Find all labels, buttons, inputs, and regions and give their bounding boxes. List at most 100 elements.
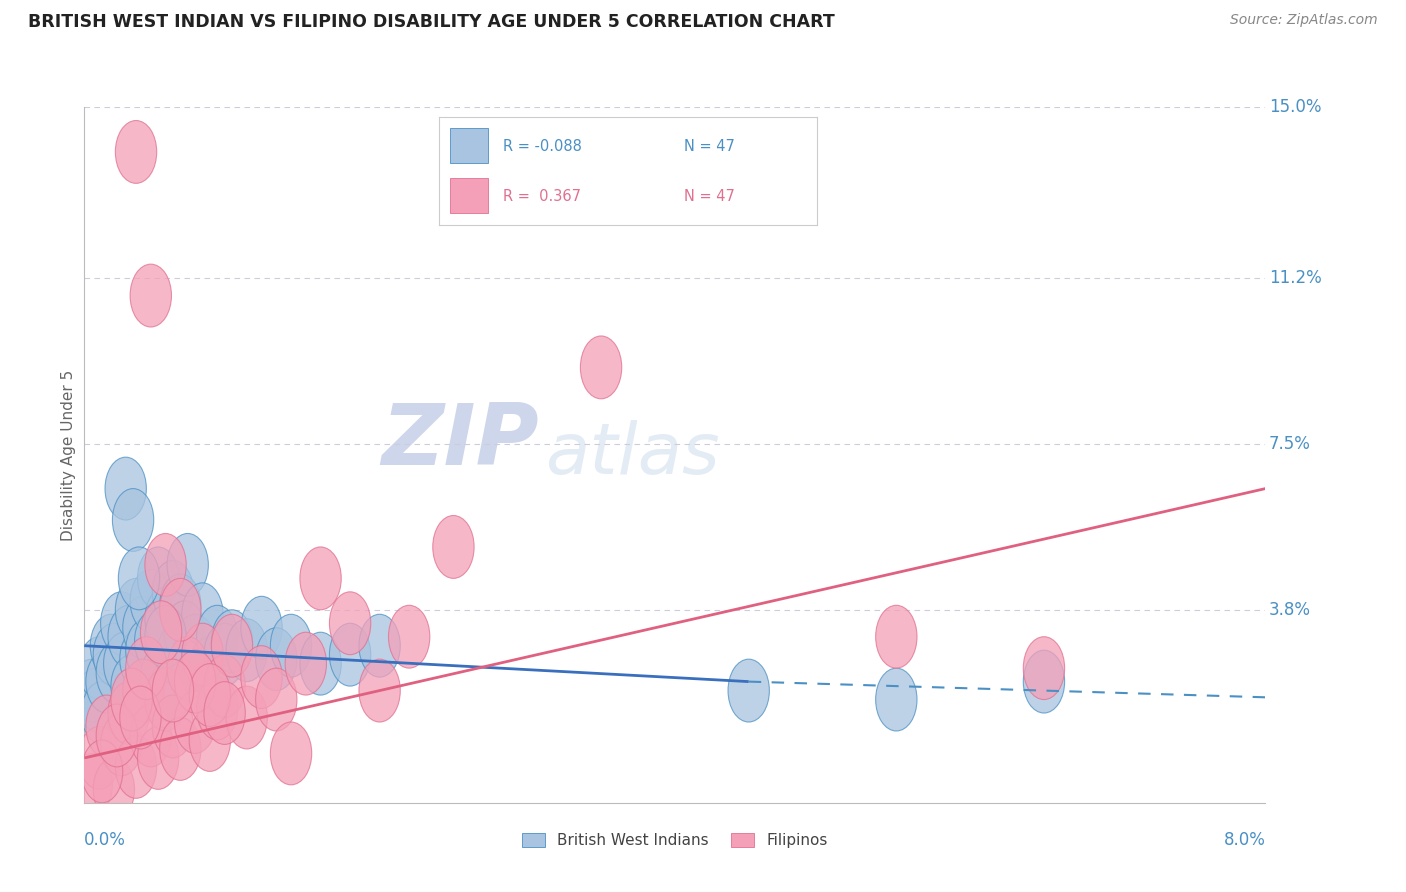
Ellipse shape <box>167 637 208 699</box>
Ellipse shape <box>876 668 917 731</box>
Ellipse shape <box>93 624 135 686</box>
Ellipse shape <box>120 686 162 749</box>
Ellipse shape <box>82 740 122 803</box>
Ellipse shape <box>1024 650 1064 713</box>
Ellipse shape <box>149 659 191 722</box>
Ellipse shape <box>197 606 238 668</box>
Ellipse shape <box>152 695 194 758</box>
Ellipse shape <box>86 650 127 713</box>
Ellipse shape <box>118 547 160 610</box>
Ellipse shape <box>131 569 172 632</box>
Y-axis label: Disability Age Under 5: Disability Age Under 5 <box>60 369 76 541</box>
Ellipse shape <box>141 601 181 664</box>
Ellipse shape <box>145 587 186 650</box>
Ellipse shape <box>181 624 224 686</box>
Ellipse shape <box>359 615 401 677</box>
Ellipse shape <box>160 578 201 641</box>
Ellipse shape <box>125 619 167 681</box>
Ellipse shape <box>160 574 201 637</box>
Ellipse shape <box>388 606 430 668</box>
Text: 7.5%: 7.5% <box>1270 434 1310 453</box>
Text: 8.0%: 8.0% <box>1223 830 1265 848</box>
Ellipse shape <box>101 591 142 655</box>
Ellipse shape <box>299 632 342 695</box>
Ellipse shape <box>190 708 231 772</box>
Ellipse shape <box>72 754 112 816</box>
Ellipse shape <box>1024 637 1064 699</box>
Ellipse shape <box>145 533 186 597</box>
Ellipse shape <box>125 637 167 699</box>
Ellipse shape <box>174 650 215 713</box>
Ellipse shape <box>79 637 120 699</box>
Ellipse shape <box>190 637 231 699</box>
Text: ZIP: ZIP <box>381 400 538 483</box>
Text: atlas: atlas <box>546 420 720 490</box>
Ellipse shape <box>329 624 371 686</box>
Ellipse shape <box>108 681 149 745</box>
Ellipse shape <box>174 690 215 754</box>
Ellipse shape <box>131 704 172 767</box>
Ellipse shape <box>115 578 156 641</box>
Ellipse shape <box>226 619 267 681</box>
Ellipse shape <box>145 668 186 731</box>
Ellipse shape <box>240 646 283 708</box>
Text: BRITISH WEST INDIAN VS FILIPINO DISABILITY AGE UNDER 5 CORRELATION CHART: BRITISH WEST INDIAN VS FILIPINO DISABILI… <box>28 13 835 31</box>
Text: 15.0%: 15.0% <box>1270 98 1322 116</box>
Text: 11.2%: 11.2% <box>1270 268 1322 286</box>
Ellipse shape <box>270 722 312 785</box>
Ellipse shape <box>226 686 267 749</box>
Ellipse shape <box>285 632 326 695</box>
Ellipse shape <box>105 458 146 520</box>
Ellipse shape <box>211 610 253 673</box>
Text: 0.0%: 0.0% <box>84 830 127 848</box>
Ellipse shape <box>122 597 165 659</box>
Ellipse shape <box>111 655 152 717</box>
Ellipse shape <box>72 659 112 722</box>
Ellipse shape <box>104 632 145 695</box>
Ellipse shape <box>728 659 769 722</box>
Ellipse shape <box>90 615 132 677</box>
Ellipse shape <box>197 677 238 740</box>
Ellipse shape <box>101 713 142 776</box>
Ellipse shape <box>152 560 194 624</box>
Ellipse shape <box>76 668 117 731</box>
Ellipse shape <box>204 681 245 745</box>
Ellipse shape <box>79 726 120 789</box>
Ellipse shape <box>581 336 621 399</box>
Ellipse shape <box>96 641 138 704</box>
Ellipse shape <box>96 704 138 767</box>
Ellipse shape <box>131 264 172 327</box>
Ellipse shape <box>240 597 283 659</box>
Ellipse shape <box>86 695 127 758</box>
Ellipse shape <box>111 668 152 731</box>
Legend: British West Indians, Filipinos: British West Indians, Filipinos <box>516 827 834 855</box>
Ellipse shape <box>270 615 312 677</box>
Ellipse shape <box>211 615 253 677</box>
Ellipse shape <box>204 655 245 717</box>
Text: 3.8%: 3.8% <box>1270 601 1310 619</box>
Ellipse shape <box>359 659 401 722</box>
Ellipse shape <box>120 628 162 690</box>
Ellipse shape <box>174 615 215 677</box>
Ellipse shape <box>167 533 208 597</box>
Ellipse shape <box>433 516 474 578</box>
Ellipse shape <box>256 628 297 690</box>
Ellipse shape <box>152 659 194 722</box>
Ellipse shape <box>190 664 231 726</box>
Ellipse shape <box>329 591 371 655</box>
Ellipse shape <box>82 681 122 745</box>
Text: Source: ZipAtlas.com: Source: ZipAtlas.com <box>1230 13 1378 28</box>
Ellipse shape <box>108 606 149 668</box>
Ellipse shape <box>93 758 135 821</box>
Ellipse shape <box>156 624 198 686</box>
Ellipse shape <box>299 547 342 610</box>
Ellipse shape <box>165 601 205 664</box>
Ellipse shape <box>135 610 176 673</box>
Ellipse shape <box>112 489 153 551</box>
Ellipse shape <box>160 717 201 780</box>
Ellipse shape <box>122 659 165 722</box>
Ellipse shape <box>204 624 245 686</box>
Ellipse shape <box>115 120 156 184</box>
Ellipse shape <box>145 606 186 668</box>
Ellipse shape <box>138 726 179 789</box>
